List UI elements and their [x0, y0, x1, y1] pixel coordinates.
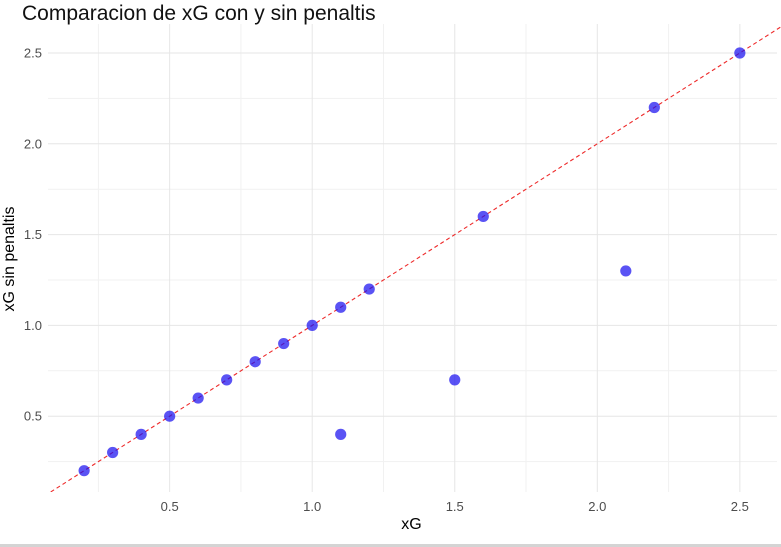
x-axis-title: xG: [401, 516, 422, 533]
data-point: [335, 428, 347, 440]
y-axis-title: xG sin penaltis: [1, 206, 18, 312]
data-point: [78, 465, 90, 477]
data-point: [363, 283, 375, 295]
data-point: [306, 319, 318, 331]
data-point: [648, 101, 660, 114]
x-tick-label: 1.5: [446, 499, 464, 514]
data-point: [335, 301, 347, 313]
bottom-divider: [0, 544, 781, 547]
data-point: [164, 410, 176, 422]
x-tick-label: 1.0: [303, 499, 321, 514]
grid: [48, 24, 777, 492]
data-point: [278, 337, 290, 350]
data-point: [107, 446, 119, 459]
y-tick-label: 0.5: [24, 409, 42, 424]
data-point: [249, 356, 261, 368]
data-point: [221, 374, 233, 386]
y-tick-label: 2.0: [24, 136, 42, 151]
y-tick-label: 2.5: [24, 46, 42, 61]
data-point: [477, 210, 489, 223]
data-point: [192, 392, 204, 404]
data-point: [734, 47, 746, 59]
x-tick-label: 2.5: [731, 499, 749, 514]
data-point: [449, 374, 461, 386]
y-tick-label: 1.5: [24, 227, 42, 242]
reference-line: [49, 26, 781, 492]
x-tick-label: 2.0: [588, 499, 606, 514]
y-tick-label: 1.0: [24, 318, 42, 333]
data-point: [135, 428, 147, 440]
points: [78, 47, 746, 477]
chart-title: Comparacion de xG con y sin penaltis: [22, 2, 376, 25]
data-point: [620, 265, 632, 277]
x-tick-label: 0.5: [161, 499, 179, 514]
